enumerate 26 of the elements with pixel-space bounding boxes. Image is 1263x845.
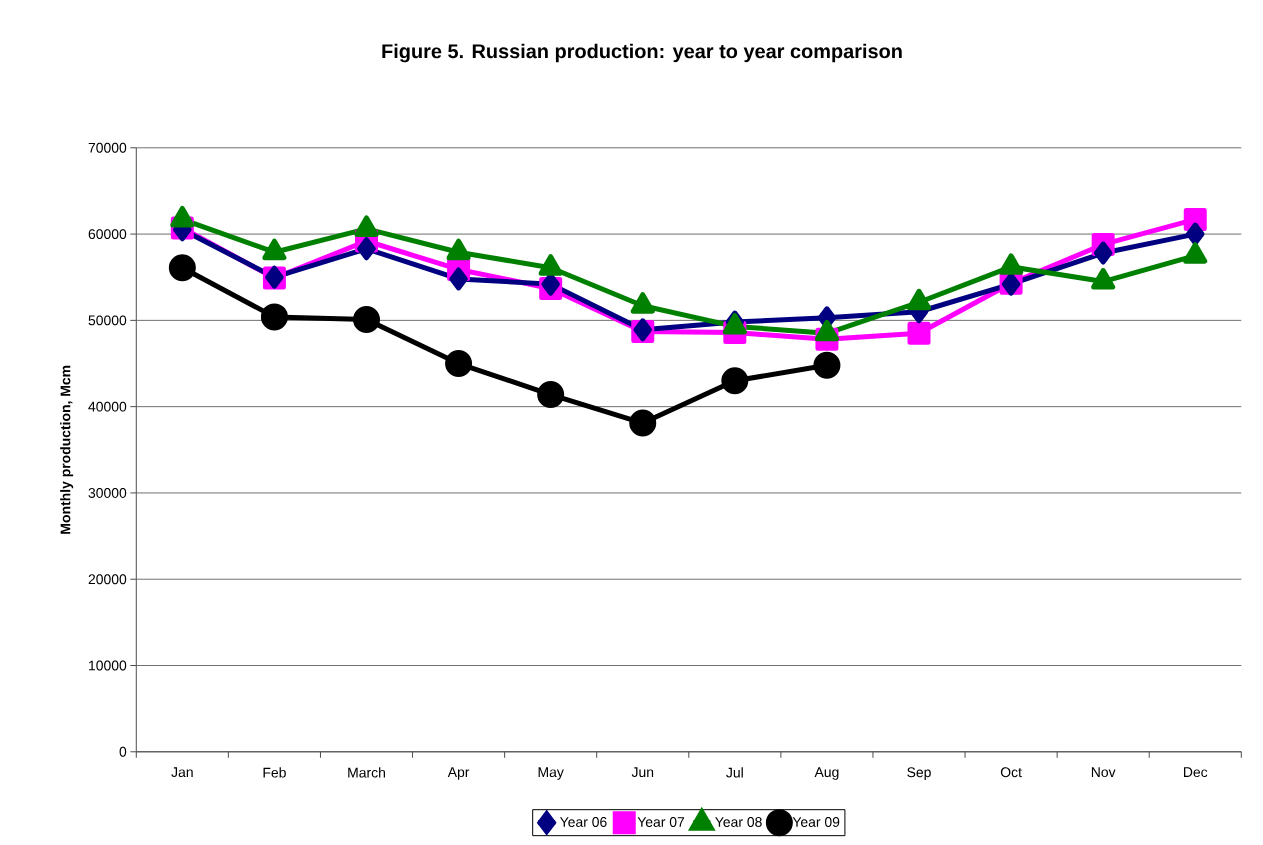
chart-title: Figure 5. Russian production: year to year comparison (382, 43, 902, 63)
y-tick-label: 40000 (88, 401, 127, 412)
y-tick-label: 70000 (88, 142, 127, 153)
legend-label: Year 09 (792, 817, 840, 827)
y-tick-label: 20000 (88, 574, 127, 585)
legend-label: Year 08 (715, 817, 762, 827)
y-tick-label: 50000 (88, 315, 127, 326)
x-tick-label: Nov (1091, 767, 1116, 778)
y-tick-label: 0 (119, 746, 127, 757)
y-tick-label: 30000 (88, 487, 127, 498)
y-tick-label: 60000 (88, 229, 127, 240)
x-tick-label: Sep (907, 767, 931, 780)
x-tick-label: Oct (1000, 767, 1022, 778)
x-tick-label: Jul (726, 767, 743, 778)
x-tick-label: Jan (171, 767, 193, 778)
x-tick-label: Jun (631, 767, 654, 778)
x-tick-label: Apr (447, 767, 470, 780)
x-tick-label: Aug (814, 767, 839, 780)
y-axis-title: Monthly production, Mcm (60, 365, 74, 534)
x-tick-label: May (538, 767, 564, 780)
x-tick-label: March (348, 767, 385, 778)
x-tick-label: Dec (1183, 767, 1208, 778)
x-tick-label: Feb (263, 767, 286, 778)
y-tick-label: 10000 (89, 660, 127, 671)
legend-label: Year 06 (559, 817, 607, 827)
legend-label: Year 07 (637, 817, 685, 827)
